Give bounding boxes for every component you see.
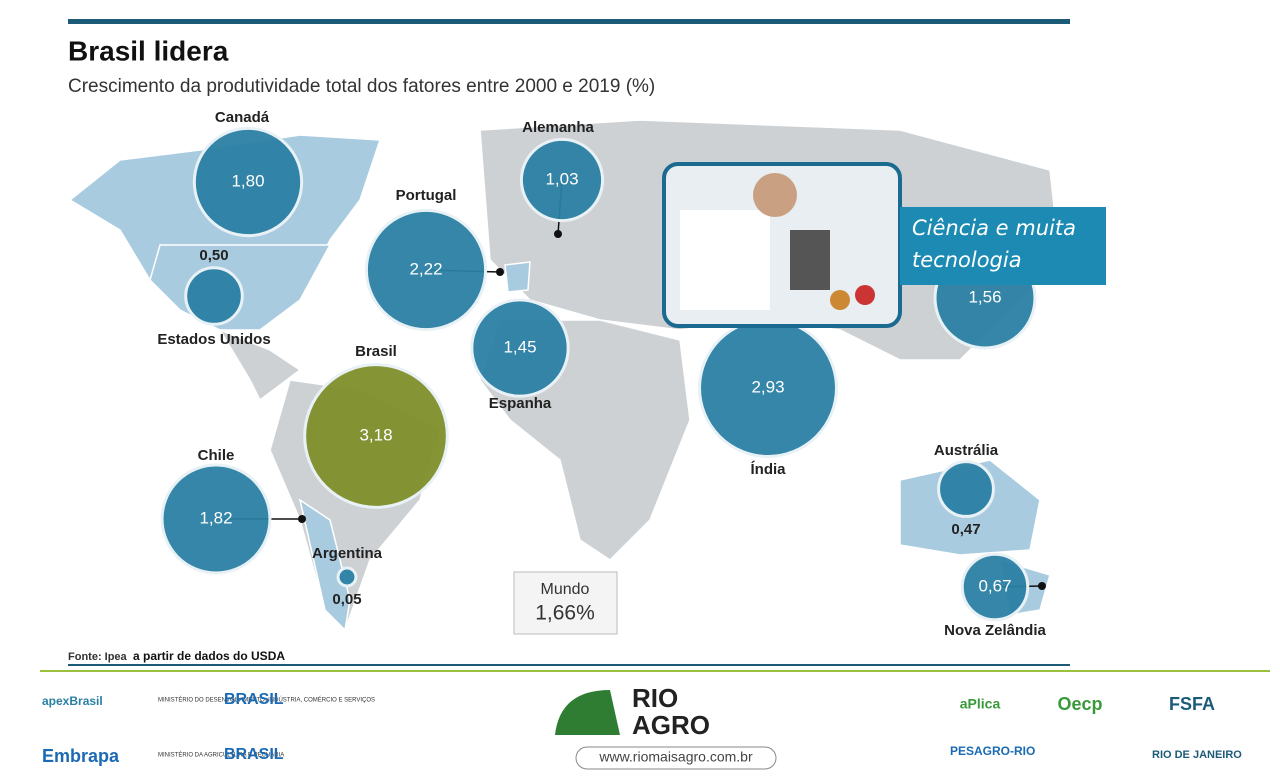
connector-dot [298, 515, 306, 523]
country-name: Austrália [934, 442, 999, 459]
value-label: 2,22 [409, 259, 442, 278]
photo-fruit [830, 290, 850, 310]
value-label: 1,03 [545, 169, 578, 188]
country-name: Espanha [489, 395, 552, 412]
url-box [575, 746, 777, 770]
bubble [937, 460, 995, 518]
bubble [960, 552, 1030, 622]
value-label: 0,05 [332, 591, 361, 608]
country-name: Brasil [355, 343, 397, 360]
bottom-rule [68, 664, 1070, 666]
value-label: 0,67 [978, 576, 1011, 595]
value-label: 2,93 [751, 377, 784, 396]
bubble [519, 137, 605, 223]
country-name: Índia [750, 461, 786, 478]
logo-text: AGRO [632, 710, 710, 740]
logo-text: BRASIL [224, 691, 284, 708]
rio-agro-logo [555, 690, 620, 735]
bubble [160, 463, 272, 575]
footer-rule [40, 670, 1270, 672]
photo-microscope [790, 230, 830, 290]
logo-text: RIO DE JANEIRO [1152, 749, 1242, 761]
value-label: 3,18 [359, 425, 392, 444]
logo-text: apexBrasil [42, 694, 103, 708]
world-box [513, 571, 618, 635]
logo-text: www.riomaisagro.com.br [598, 749, 753, 765]
logo-text: aPlica [960, 696, 1001, 712]
caption-text: Ciência e muita tecnologia [912, 216, 1076, 272]
connector-dot [1038, 582, 1046, 590]
logo-text: Embrapa [42, 746, 120, 766]
source-note: a partir de dados do USDA [133, 649, 285, 663]
source: Fonte: Ipea [68, 651, 128, 663]
photo-coat [680, 210, 770, 310]
country-name: Alemanha [522, 119, 594, 136]
logo-text: PESAGRO-RIO [950, 744, 1035, 758]
title: Brasil lidera [68, 35, 229, 66]
logo-text: BRASIL [224, 746, 284, 763]
value-label: 1,80 [231, 171, 264, 190]
value-label: 1,45 [503, 337, 536, 356]
value-label: 0,47 [951, 521, 980, 538]
logo-text: RIO [632, 683, 678, 713]
photo-head [753, 173, 797, 217]
value-label: 1,56 [968, 287, 1001, 306]
country-name: Canadá [215, 109, 270, 126]
logo-text: Oecp [1057, 694, 1102, 714]
bubble [184, 266, 244, 326]
connector-dot [496, 268, 504, 276]
value-label: 0,50 [199, 247, 228, 264]
country-name: Portugal [396, 187, 457, 204]
value-label: 1,82 [199, 508, 232, 527]
bubble [364, 208, 488, 332]
bubble [303, 363, 449, 509]
country-name: Chile [198, 447, 235, 464]
world-label: Mundo [541, 581, 590, 598]
connector-dot [554, 230, 562, 238]
world-value: 1,66% [535, 602, 595, 625]
photo-fruit [855, 285, 875, 305]
country-name: Argentina [312, 545, 383, 562]
photo-panel: Ciência e muita tecnologia [662, 162, 1106, 328]
logo-text: MINISTÉRIO DA AGRICULTURA E PECUÁRIA [158, 752, 284, 759]
country-name: Nova Zelândia [944, 622, 1046, 639]
top-rule [68, 19, 1070, 24]
logo-text: FSFA [1169, 694, 1215, 714]
caption-box [900, 207, 1106, 285]
logo-text: MINISTÉRIO DO DESENVOLVIMENTO, INDÚSTRIA… [158, 697, 375, 704]
caption: Ciência e muita tecnologia [912, 216, 1076, 272]
bubble [192, 126, 304, 238]
bubble [470, 298, 570, 398]
bubble [336, 566, 358, 588]
subtitle: Crescimento da produtividade total dos f… [68, 76, 655, 97]
country-name: Estados Unidos [157, 331, 270, 348]
